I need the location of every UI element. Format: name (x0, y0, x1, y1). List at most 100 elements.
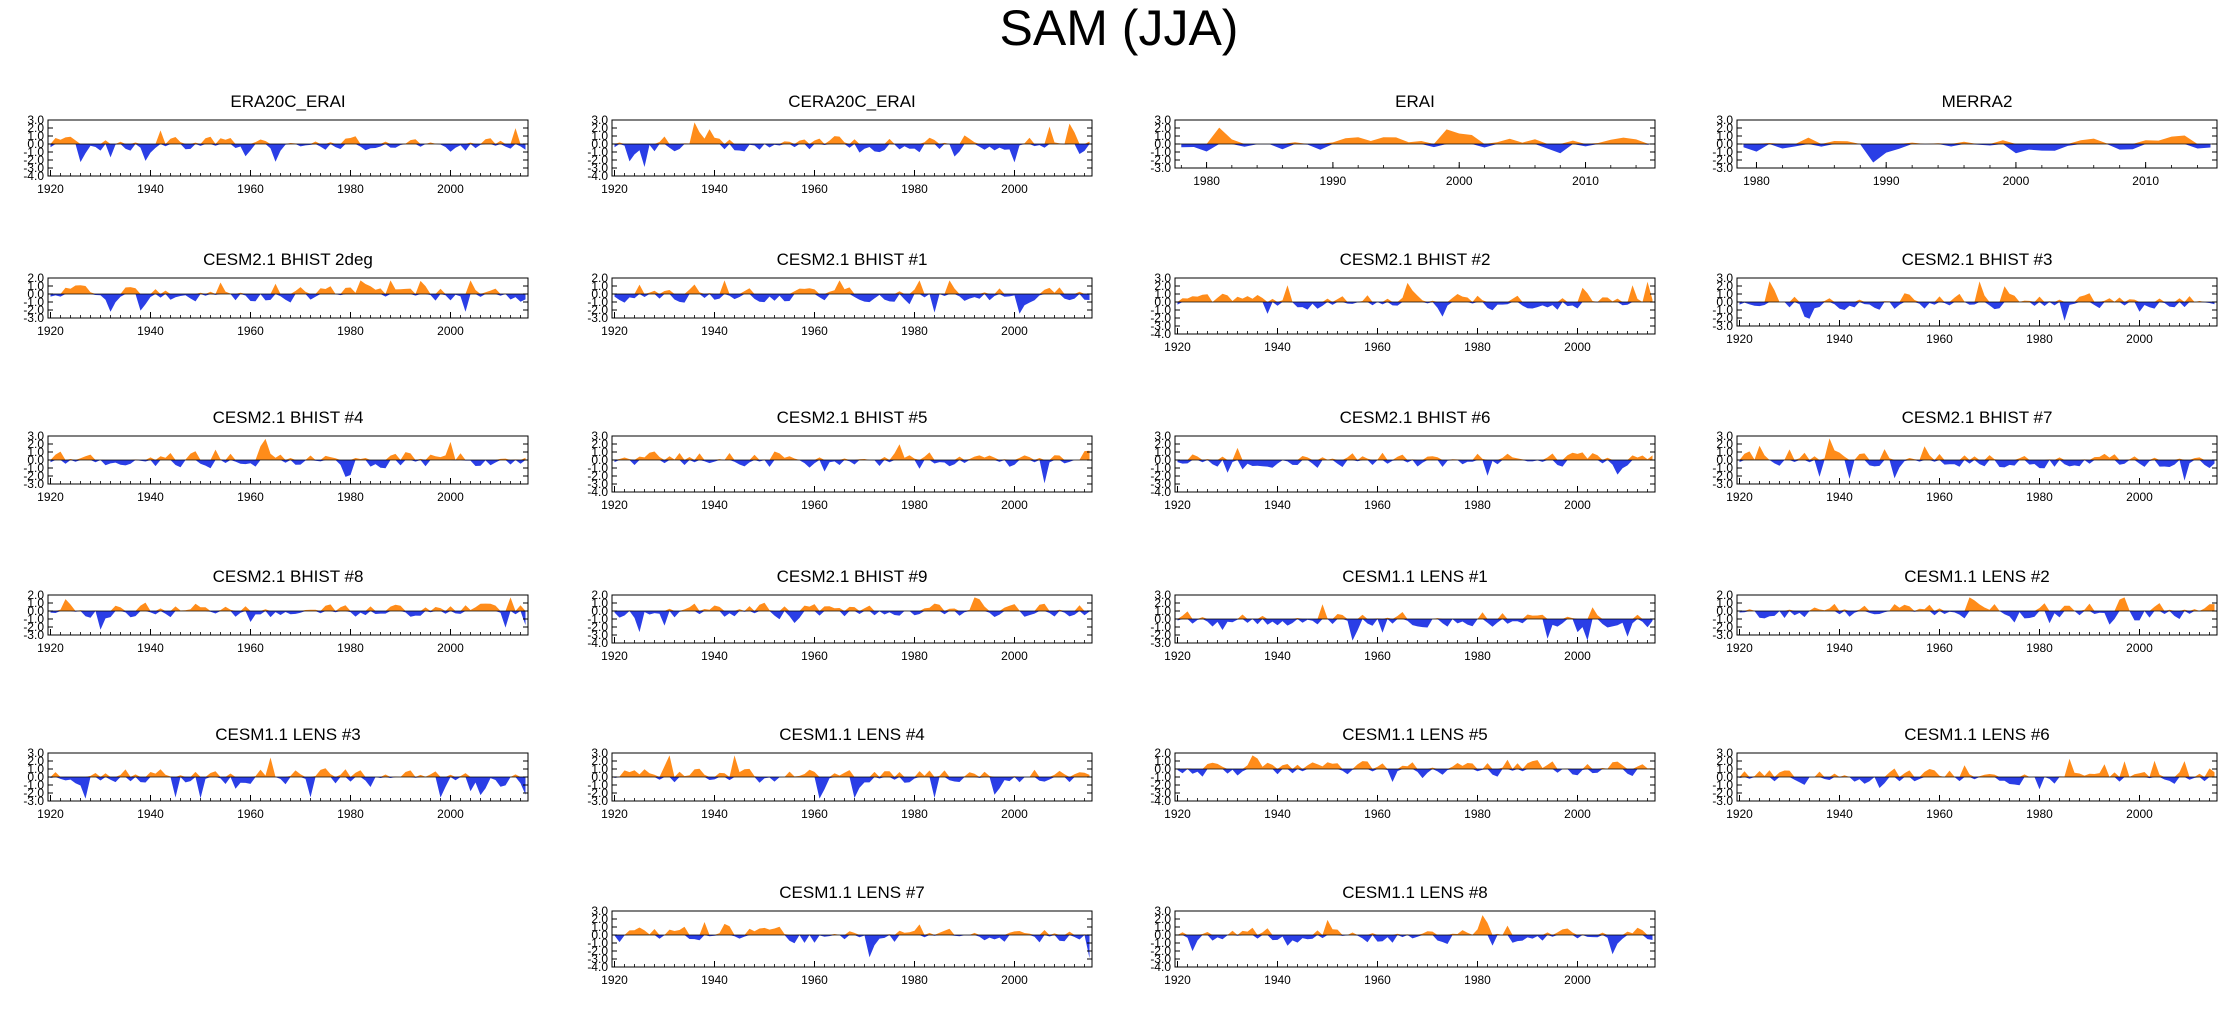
panel-title: CESM1.1 LENS #8 (1342, 883, 1488, 902)
x-tick-label: 1960 (1364, 340, 1391, 354)
x-tick-label: 1920 (1164, 973, 1191, 987)
y-tick-label: 2.0 (591, 754, 608, 768)
y-tick-label: 1.0 (1154, 920, 1171, 934)
y-tick-label: -2.0 (23, 620, 44, 634)
panel-title: CESM2.1 BHIST #9 (776, 567, 928, 586)
figure-title: SAM (JJA) (999, 0, 1239, 56)
x-tick-label: 1980 (1464, 340, 1491, 354)
sam-panel: MERRA2 3.0 2.0 1.0 0.0 -1.0 -2.0 -3.0 1980 1990 20… (1689, 92, 2229, 196)
y-tick-label: 3.0 (1716, 429, 1733, 443)
x-tick-label: 2000 (437, 182, 464, 196)
sam-panel: CESM1.1 LENS #5 2.0 1.0 0.0 -1.0 -2.0 -3.0 -4.0… (1127, 725, 1667, 829)
x-tick-label: 1980 (2026, 332, 2053, 346)
y-tick-label: 2.0 (1154, 746, 1171, 760)
x-tick-label: 2000 (1446, 174, 1473, 188)
y-tick-label: -3.0 (1712, 794, 1733, 808)
positive-area (614, 122, 1090, 144)
panel-title: CESM2.1 BHIST #4 (212, 408, 364, 427)
y-tick-label: 3.0 (1154, 113, 1171, 127)
y-tick-label: -2.0 (587, 303, 608, 317)
y-tick-label: -4.0 (1150, 960, 1171, 974)
negative-area (614, 777, 1090, 799)
x-tick-label: 1960 (801, 649, 828, 663)
x-tick-label: 1960 (1364, 498, 1391, 512)
y-tick-label: 0.0 (1154, 612, 1171, 626)
y-tick-label: 1.0 (1154, 445, 1171, 459)
y-tick-label: -2.0 (23, 786, 44, 800)
plot-frame (611, 277, 1093, 319)
y-tick-label: -2.0 (1712, 469, 1733, 483)
x-tick-label: 2000 (437, 641, 464, 655)
x-tick-label: 1980 (1464, 498, 1491, 512)
x-tick-label: 1920 (1726, 807, 1753, 821)
x-tick-label: 1920 (1726, 490, 1753, 504)
y-tick-label: -4.0 (587, 485, 608, 499)
y-tick-label: -2.0 (1150, 311, 1171, 325)
sam-panel: CESM2.1 BHIST #2 3.0 2.0 1.0 0.0 -1.0 -2.0 -3.0… (1127, 250, 1667, 362)
y-tick-label: -1.0 (23, 461, 44, 475)
y-tick-label: 0.0 (27, 770, 44, 784)
negative-area (1177, 769, 1653, 782)
panel-title: CESM2.1 BHIST #3 (1901, 250, 2053, 269)
x-tick-label: 1940 (1264, 649, 1291, 663)
y-tick-label: -2.0 (1150, 469, 1171, 483)
y-tick-label: -3.0 (1712, 477, 1733, 491)
x-tick-label: 1960 (1364, 649, 1391, 663)
y-tick-label: -3.0 (1150, 161, 1171, 175)
y-tick-label: 1.0 (27, 129, 44, 143)
x-tick-label: 1980 (1193, 174, 1220, 188)
x-tick-label: 2000 (2126, 490, 2153, 504)
x-tick-label: 1940 (137, 324, 164, 338)
y-tick-label: 2.0 (1154, 121, 1171, 135)
panel-title: CESM2.1 BHIST #8 (212, 567, 364, 586)
sam-panel: ERA20C_ERAI 3.0 2.0 1.0 0.0 -1.0 -2.0 -3.0 -4.0 1… (0, 92, 540, 204)
x-tick-label: 2000 (1001, 973, 1028, 987)
negative-area (1177, 302, 1653, 317)
plot-frame (1174, 277, 1656, 335)
x-tick-label: 2000 (1001, 649, 1028, 663)
y-tick-label: -4.0 (587, 169, 608, 183)
y-tick-label: 2.0 (591, 271, 608, 285)
y-tick-label: -1.0 (587, 145, 608, 159)
positive-area (1177, 604, 1653, 619)
y-tick-label: -4.0 (587, 636, 608, 650)
x-tick-label: 1940 (1826, 332, 1853, 346)
y-tick-label: 0.0 (1716, 295, 1733, 309)
x-tick-label: 2000 (1001, 182, 1028, 196)
y-tick-label: 1.0 (1154, 604, 1171, 618)
y-tick-label: 0.0 (591, 137, 608, 151)
positive-area (50, 128, 526, 144)
y-tick-label: 3.0 (1154, 588, 1171, 602)
y-tick-label: 0.0 (591, 770, 608, 784)
y-tick-label: 0.0 (1154, 137, 1171, 151)
y-tick-label: 2.0 (591, 912, 608, 926)
sam-panel: ERAI 3.0 2.0 1.0 0.0 -1.0 -2.0 -3.0 1980 1990 2000… (1127, 92, 1667, 196)
x-tick-label: 2010 (2132, 174, 2159, 188)
x-tick-label: 2000 (1001, 498, 1028, 512)
negative-area (1177, 619, 1653, 641)
x-tick-label: 1980 (901, 498, 928, 512)
x-tick-label: 1960 (237, 490, 264, 504)
y-tick-label: 1.0 (591, 129, 608, 143)
y-tick-label: 0.0 (27, 287, 44, 301)
x-tick-label: 2000 (1564, 973, 1591, 987)
y-tick-label: 1.0 (1154, 129, 1171, 143)
x-tick-label: 2000 (1564, 807, 1591, 821)
x-tick-label: 1940 (1264, 973, 1291, 987)
negative-area (50, 460, 526, 477)
panel-title: CERA20C_ERAI (788, 92, 916, 111)
sam-panel: CESM2.1 BHIST #8 2.0 1.0 0.0 -1.0 -2.0 -3.0 192… (0, 567, 540, 663)
y-tick-label: 3.0 (1716, 113, 1733, 127)
sam-panel: CESM1.1 LENS #1 3.0 2.0 1.0 0.0 -1.0 -2.0 -3.0 1… (1127, 567, 1667, 671)
area-chart: 3.02.01.00.0-1.0-2.0-3.0 1980 1990 2000 2010 (1150, 113, 1656, 188)
y-tick-label: 2.0 (1154, 437, 1171, 451)
positive-area (614, 755, 1090, 777)
x-tick-label: 1980 (337, 807, 364, 821)
x-tick-label: 1980 (901, 973, 928, 987)
x-tick-label: 1960 (1926, 807, 1953, 821)
sam-panel: CESM2.1 BHIST #6 3.0 2.0 1.0 0.0 -1.0 -2.0 -3.0… (1127, 408, 1667, 520)
